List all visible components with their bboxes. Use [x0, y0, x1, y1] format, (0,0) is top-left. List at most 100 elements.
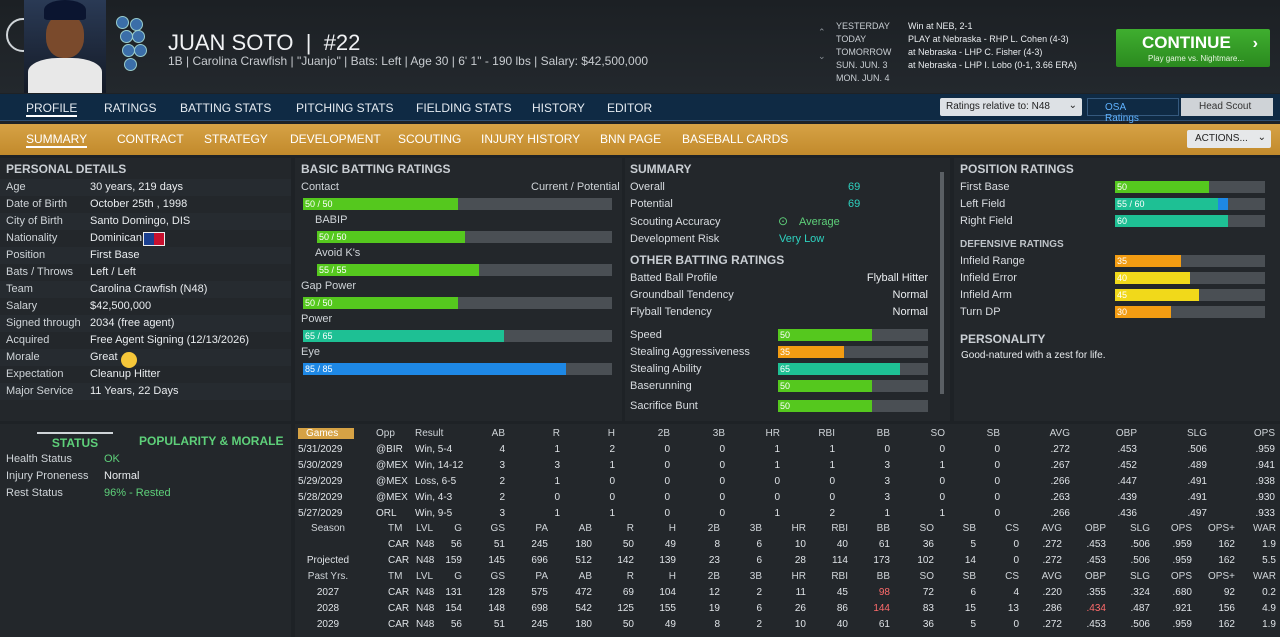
games-cell: 0 [664, 460, 670, 471]
games-cell: .436 [1117, 508, 1137, 519]
games-header-cell: AVG [1049, 428, 1070, 439]
tab-ratings[interactable]: RATINGS [104, 101, 157, 115]
detail-row [0, 196, 291, 213]
rating-bar-value: 50 / 50 [305, 298, 333, 308]
games-cell: .491 [1187, 492, 1207, 503]
tab-batting-stats[interactable]: BATTING STATS [180, 101, 272, 115]
games-cell: 0 [664, 444, 670, 455]
stats-cell: 575 [531, 587, 548, 598]
ratings-relative-select[interactable]: Ratings relative to: N48 ⌄ [940, 98, 1082, 116]
rating-bar: 50 [778, 400, 928, 412]
tab-history[interactable]: HISTORY [532, 101, 585, 115]
subtab-baseball-cards[interactable]: BASEBALL CARDS [682, 132, 789, 146]
subtab-strategy[interactable]: STRATEGY [204, 132, 268, 146]
rating-bar-value: 35 [1117, 256, 1128, 266]
continue-button[interactable]: CONTINUE Play game vs. Nightmare... › [1116, 29, 1270, 67]
subtab-contract[interactable]: CONTRACT [117, 132, 184, 146]
stats-cell: 2028 [316, 603, 340, 614]
stats-cell: N48 [416, 555, 435, 566]
stats-cell: CAR [388, 555, 410, 566]
scrollbar[interactable] [940, 172, 944, 394]
summary-title: SUMMARY [630, 162, 692, 176]
stats-cell: 142 [617, 555, 634, 566]
stats-header-cell: Past Yrs. [307, 571, 349, 582]
stats-cell: 4.9 [1262, 603, 1276, 614]
subtab-bnn-page[interactable]: BNN PAGE [600, 132, 662, 146]
batting-rating-name: Gap Power [301, 280, 357, 292]
stats-cell: .680 [1172, 587, 1192, 598]
subtab-summary[interactable]: SUMMARY [26, 132, 88, 148]
chevron-up-icon[interactable]: ⌃ [818, 27, 826, 37]
head-scout-button[interactable]: Head Scout [1181, 98, 1273, 116]
stats-cell: 162 [1218, 619, 1235, 630]
detail-value: $42,500,000 [90, 300, 152, 312]
stats-cell: 144 [873, 603, 890, 614]
smile-icon [121, 352, 137, 368]
tab-status[interactable]: STATUS [37, 432, 113, 450]
stats-cell: .487 [1130, 603, 1150, 614]
tab-pitching-stats[interactable]: PITCHING STATS [296, 101, 394, 115]
games-cell: 0 [664, 492, 670, 503]
stats-cell: .506 [1130, 539, 1150, 550]
games-cell: 1 [609, 508, 615, 519]
games-cell: 0 [719, 476, 725, 487]
games-cell: Loss, 6-5 [415, 476, 457, 487]
rating-bar-fill [303, 330, 504, 342]
stats-header-cell: BB [876, 571, 890, 582]
games-header-cell[interactable]: Games [298, 428, 355, 439]
ratings-relative-label: Ratings relative to: N48 [946, 101, 1050, 112]
other-rating-label: Flyball Tendency [630, 306, 712, 318]
stats-cell: 472 [575, 587, 592, 598]
actions-dropdown[interactable]: ACTIONS... ⌄ [1187, 130, 1271, 148]
stats-header-cell: OPS [1170, 523, 1192, 534]
overall-label: Overall [630, 181, 665, 193]
games-header-cell: H [607, 428, 615, 439]
rating-bar-fill [317, 231, 465, 243]
status-value: Normal [104, 470, 140, 482]
tab-profile[interactable]: PROFILE [26, 101, 78, 117]
rating-bar-value: 65 [780, 364, 791, 374]
subtab-scouting[interactable]: SCOUTING [398, 132, 462, 146]
stats-cell: N48 [416, 587, 435, 598]
stats-cell: .286 [1042, 603, 1062, 614]
rating-bar: 50 [778, 380, 928, 392]
status-label: Injury Proneness [6, 470, 89, 482]
stats-header-cell: PA [535, 523, 548, 534]
running-rating-label: Baserunning [630, 380, 692, 392]
stats-header-cell: H [668, 523, 676, 534]
stats-cell: 0 [1013, 555, 1019, 566]
games-cell: .453 [1117, 444, 1137, 455]
stats-cell: 5.5 [1262, 555, 1276, 566]
subtab-injury-history[interactable]: INJURY HISTORY [481, 132, 581, 146]
chevron-down-icon[interactable]: ⌄ [818, 51, 826, 61]
stats-cell: .921 [1172, 603, 1192, 614]
games-cell: 1 [939, 460, 945, 471]
detail-row [0, 213, 291, 230]
schedule-game[interactable]: at Nebraska - LHP I. Lobo (0-1, 3.66 ERA… [908, 60, 1077, 70]
subtab-development[interactable]: DEVELOPMENT [290, 132, 381, 146]
detail-value: Left / Left [90, 266, 136, 278]
stats-header-cell: AVG [1041, 523, 1062, 534]
stats-header-cell: TM [388, 571, 403, 582]
schedule-day: TODAY [836, 34, 867, 44]
tab-popularity-morale[interactable]: POPULARITY & MORALE [139, 434, 284, 448]
sub-tabs [0, 124, 1280, 155]
games-cell: 5/27/2029 [298, 508, 343, 519]
schedule-game[interactable]: at Nebraska - LHP C. Fisher (4-3) [908, 47, 1043, 57]
games-cell: @MEX [376, 476, 408, 487]
osa-ratings-button[interactable]: OSA Ratings [1087, 98, 1179, 124]
schedule-game[interactable]: PLAY at Nebraska - RHP L. Cohen (4-3) [908, 34, 1069, 44]
detail-label: Date of Birth [6, 198, 68, 210]
games-cell: 2 [829, 508, 835, 519]
stats-cell: 128 [488, 587, 505, 598]
stats-cell: .272 [1042, 555, 1062, 566]
summary-panel [625, 158, 950, 421]
schedule-game[interactable]: Win at NEB, 2-1 [908, 21, 973, 31]
stats-cell: 98 [878, 587, 890, 598]
flag-icon [143, 232, 165, 246]
rating-bar: 30 [1115, 306, 1265, 318]
tab-fielding-stats[interactable]: FIELDING STATS [416, 101, 512, 115]
tab-editor[interactable]: EDITOR [607, 101, 653, 115]
schedule-arrows[interactable]: ⌃ ⌄ [818, 20, 828, 68]
stats-cell: .355 [1086, 587, 1106, 598]
